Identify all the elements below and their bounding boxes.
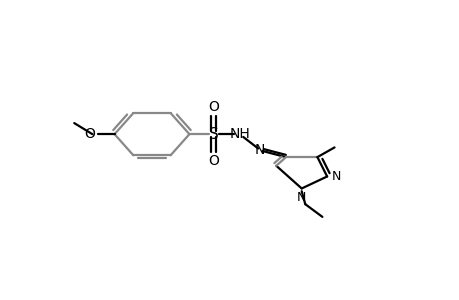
Text: N: N	[254, 143, 264, 157]
Text: O: O	[208, 154, 218, 168]
Text: O: O	[208, 100, 218, 114]
Text: O: O	[84, 127, 95, 141]
Text: S: S	[208, 127, 218, 142]
Text: N: N	[297, 191, 306, 204]
Text: NH: NH	[230, 127, 250, 141]
Text: N: N	[330, 170, 340, 183]
